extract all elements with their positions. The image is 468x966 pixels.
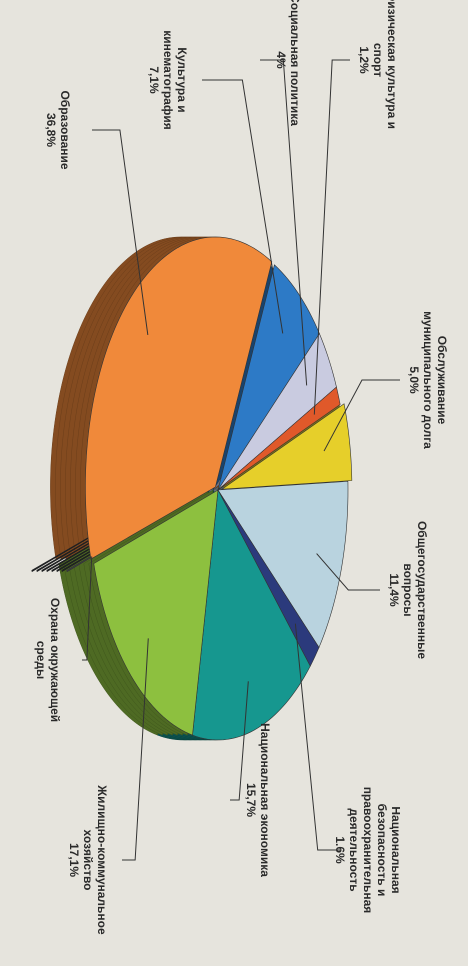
leader-line [260,59,308,386]
category-label: Физическая культура и спорт [371,0,399,129]
value-label: 1,2% [357,46,371,74]
label-box: Культура и кинематография 7,1% [136,0,200,160]
leader-line [122,638,149,861]
slice [93,489,219,736]
label: Национальная безопасность и правоохранит… [336,770,400,930]
slice [217,386,341,491]
leader-line [92,129,149,335]
leader-line [323,379,400,452]
slice [217,480,349,649]
value-label: 1,6% [336,836,347,864]
category-label: Национальная безопасность и правоохранит… [347,786,400,914]
label-box: Общегосударственные вопросы 11,4% [376,510,440,670]
category-label: Жилищно-коммунальное хозяйство [81,785,109,935]
label: Охрана окружающей среды [16,580,80,740]
label-box: Охрана окружающей среды [16,580,80,740]
value-label: 11,4% [387,573,401,607]
label-box: Национальная безопасность и правоохранит… [336,770,400,930]
value-label: 15,7% [244,782,258,818]
category-label: Охрана окружающей среды [34,597,62,723]
slice [192,488,311,741]
value-label: 7,1% [147,66,161,94]
label-box: Физическая культура и спорт 1,2% [346,0,410,140]
leader-line [230,681,249,801]
slice [85,236,273,560]
value-label: 36,8% [44,112,58,148]
value-label: 5,0% [407,366,421,394]
leader-line [82,556,93,661]
slice [217,332,337,491]
label-box: Образование 36,8% [26,50,90,210]
slice [217,264,320,491]
label-box: Жилищно-коммунальное хозяйство 17,1% [56,780,120,940]
label-box: Обслуживание муниципального долга 5,0% [396,300,460,460]
value-label: 4% [274,51,288,69]
label-box: Социальная политика 4% [256,0,320,140]
category-label: Культура и кинематография [161,30,189,130]
category-label: Обслуживание муниципального долга [421,311,449,449]
leader-line [294,623,340,851]
leader-line [313,59,350,415]
category-label: Национальная экономика [258,723,272,877]
label-box: Национальная экономика 15,7% [226,720,290,880]
category-label: Социальная политика [288,0,302,126]
value-label: 17,1% [67,842,81,878]
category-label: Образование [58,90,72,170]
category-label: Общегосударственные вопросы [401,520,429,660]
leader-line [202,79,284,334]
leader-line [316,553,380,591]
